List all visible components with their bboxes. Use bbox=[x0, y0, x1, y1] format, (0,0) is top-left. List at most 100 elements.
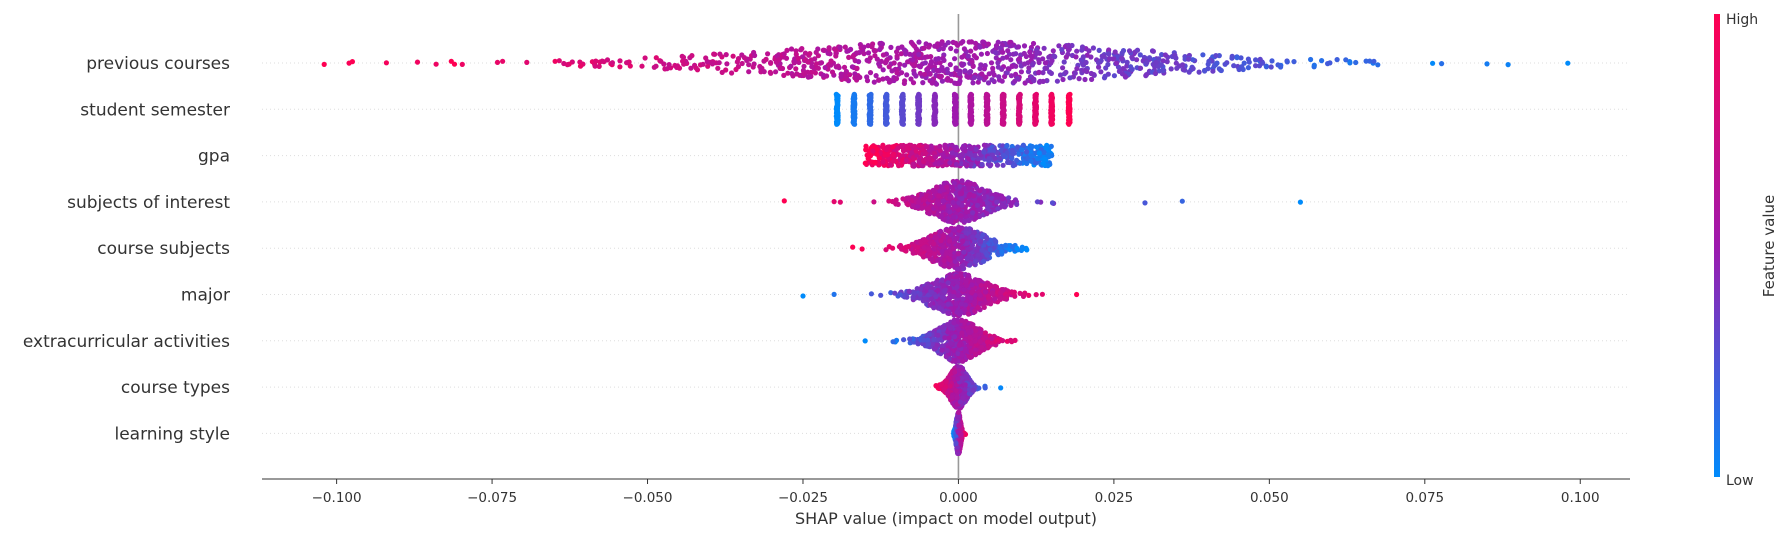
shap-point bbox=[1196, 69, 1202, 75]
shap-point bbox=[1008, 73, 1015, 79]
shap-point bbox=[952, 146, 958, 152]
shap-point bbox=[947, 195, 953, 201]
shap-point bbox=[925, 206, 931, 212]
shap-point bbox=[977, 207, 983, 213]
shap-point bbox=[1052, 54, 1058, 60]
shap-point bbox=[795, 55, 802, 62]
shap-point bbox=[1019, 147, 1025, 153]
shap-point bbox=[1105, 61, 1111, 68]
shap-point bbox=[959, 145, 966, 151]
shap-point bbox=[968, 340, 974, 346]
shap-point bbox=[1036, 150, 1042, 156]
shap-point bbox=[1066, 121, 1072, 127]
shap-point bbox=[945, 40, 951, 46]
shap-point bbox=[966, 329, 972, 336]
shap-point bbox=[818, 60, 825, 66]
shap-point bbox=[1001, 152, 1007, 159]
shap-point bbox=[945, 301, 951, 307]
shap-point bbox=[952, 258, 958, 265]
shap-point bbox=[871, 199, 877, 205]
shap-point bbox=[945, 329, 951, 335]
shap-point bbox=[1210, 68, 1216, 74]
shap-point bbox=[564, 62, 571, 68]
shap-point bbox=[868, 291, 875, 297]
shap-point bbox=[1080, 54, 1086, 60]
shap-point bbox=[891, 60, 897, 66]
shap-point bbox=[971, 53, 977, 59]
shap-point bbox=[1334, 57, 1340, 63]
shap-point bbox=[1010, 163, 1016, 169]
shap-point bbox=[828, 62, 834, 68]
shap-point bbox=[968, 295, 974, 301]
shap-point bbox=[986, 293, 992, 300]
shap-point bbox=[922, 60, 929, 66]
shap-point bbox=[897, 61, 903, 67]
shap-point bbox=[993, 45, 999, 51]
shap-point bbox=[981, 194, 987, 201]
shap-point bbox=[993, 50, 999, 56]
shap-point bbox=[680, 54, 687, 60]
shap-point bbox=[1000, 162, 1006, 168]
shap-point bbox=[1311, 62, 1317, 68]
shap-point bbox=[968, 121, 974, 127]
feature-points-row bbox=[862, 317, 1018, 365]
shap-point bbox=[768, 60, 774, 66]
shap-point bbox=[822, 65, 828, 71]
shap-point bbox=[750, 64, 756, 70]
shap-point bbox=[945, 70, 951, 76]
shap-point bbox=[893, 76, 900, 82]
shap-point bbox=[959, 62, 966, 68]
shap-point bbox=[882, 152, 888, 158]
shap-point bbox=[884, 75, 890, 81]
shap-point bbox=[921, 45, 927, 51]
shap-point bbox=[834, 121, 840, 127]
shap-point bbox=[902, 78, 908, 84]
shap-point bbox=[901, 47, 908, 53]
shap-point bbox=[971, 229, 978, 235]
shap-point bbox=[887, 162, 893, 168]
shap-point bbox=[689, 53, 695, 59]
shap-point bbox=[969, 59, 975, 65]
shap-point bbox=[922, 296, 928, 302]
shap-point bbox=[717, 51, 723, 57]
shap-point bbox=[1033, 292, 1039, 298]
shap-point bbox=[950, 294, 957, 300]
shap-point bbox=[813, 61, 820, 67]
shap-point bbox=[955, 351, 961, 357]
shap-point bbox=[1484, 61, 1490, 67]
shap-point bbox=[985, 80, 992, 86]
shap-point bbox=[874, 146, 880, 152]
shap-point bbox=[963, 226, 969, 232]
shap-point bbox=[937, 60, 943, 66]
shap-point bbox=[653, 55, 659, 61]
shap-point bbox=[962, 302, 969, 308]
shap-point bbox=[907, 51, 913, 57]
shap-point bbox=[955, 326, 962, 332]
shap-point bbox=[1142, 200, 1148, 206]
shap-point bbox=[935, 56, 942, 62]
shap-point bbox=[781, 72, 787, 78]
shap-point bbox=[978, 51, 985, 57]
shap-point bbox=[1234, 55, 1240, 61]
shap-point bbox=[947, 209, 953, 215]
shap-point bbox=[890, 158, 897, 164]
shap-point bbox=[922, 71, 928, 77]
shap-point bbox=[752, 52, 758, 59]
shap-point bbox=[886, 64, 892, 70]
shap-point bbox=[1004, 142, 1010, 149]
shap-point bbox=[961, 306, 968, 312]
shap-point bbox=[850, 244, 856, 250]
shap-point bbox=[951, 289, 957, 295]
shap-point bbox=[899, 143, 905, 149]
shap-point bbox=[729, 70, 735, 76]
shap-point bbox=[719, 69, 725, 75]
shap-point bbox=[906, 195, 912, 201]
shap-point bbox=[826, 46, 832, 52]
shap-point bbox=[910, 203, 916, 209]
shap-point bbox=[1081, 67, 1088, 74]
shap-point bbox=[1032, 121, 1038, 127]
shap-point bbox=[978, 62, 984, 68]
shap-point bbox=[1009, 147, 1015, 153]
shap-point bbox=[876, 77, 882, 83]
